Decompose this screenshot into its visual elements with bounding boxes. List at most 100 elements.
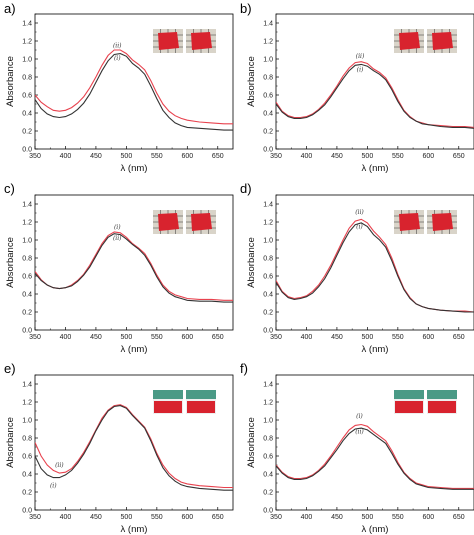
series-line-black [35, 405, 233, 491]
x-tick-label: 400 [301, 153, 313, 160]
panel-label: c) [4, 181, 15, 196]
y-tick-label: 0.6 [263, 92, 273, 99]
series-line-black [276, 63, 474, 129]
photo-red-film [432, 213, 453, 231]
photo-red-film [428, 401, 456, 413]
inset-photo [394, 390, 424, 414]
plot-frame [275, 194, 474, 331]
series-line-red [276, 423, 474, 489]
series-annotation: (i) [357, 67, 364, 74]
inset-photo [427, 210, 457, 234]
photo-ruler [153, 390, 183, 399]
photo-red-film [191, 32, 212, 50]
y-axis-title: Absorbance [246, 56, 257, 107]
series-annotation: (ii) [355, 429, 364, 436]
y-tick-label: 0.4 [263, 291, 273, 298]
y-tick-label: 1.4 [22, 381, 32, 388]
panel-label: a) [4, 1, 16, 16]
photo-red-film [432, 32, 453, 50]
y-axis-title: Absorbance [5, 417, 16, 468]
x-tick-label: 550 [151, 153, 163, 160]
y-tick-label: 0.4 [22, 110, 32, 117]
photo-red-film [158, 213, 179, 231]
plot-frame [34, 194, 234, 331]
y-tick-label: 1.4 [22, 20, 32, 27]
x-tick-label: 650 [453, 153, 465, 160]
y-tick-label: 0.8 [263, 435, 273, 442]
x-tick-label: 550 [392, 334, 404, 341]
y-tick-label: 1.2 [263, 38, 273, 45]
x-tick-label: 400 [60, 153, 72, 160]
y-tick-label: 1.2 [263, 399, 273, 406]
chart-panel: b) 0.0 0.2 0.4 0.6 0.8 1.0 1.2 1.4 350 400 450 500 55… [240, 1, 474, 174]
photo-red-film [154, 401, 182, 413]
y-tick-label: 0.2 [263, 309, 273, 316]
photo-red-film [399, 32, 420, 50]
x-tick-label: 650 [212, 153, 224, 160]
chart-panel: f) 0.0 0.2 0.4 0.6 0.8 1.0 1.2 1.4 350 400 450 500 55… [240, 361, 474, 535]
chart-panel: d) 0.0 0.2 0.4 0.6 0.8 1.0 1.2 1.4 350 400 450 500 55… [240, 181, 474, 355]
x-tick-label: 550 [392, 153, 404, 160]
y-tick-label: 1.0 [263, 237, 273, 244]
y-tick-label: 1.0 [263, 56, 273, 63]
x-tick-label: 650 [453, 514, 465, 521]
x-tick-label: 600 [181, 514, 193, 521]
x-tick-label: 350 [270, 153, 282, 160]
inset-photo [153, 210, 183, 234]
photo-red-film [191, 213, 212, 231]
photo-red-film [187, 401, 215, 413]
y-tick-label: 0.8 [22, 435, 32, 442]
panel-label: f) [240, 361, 248, 376]
y-axis-title: Absorbance [246, 417, 257, 468]
x-tick-label: 650 [212, 334, 224, 341]
inset-photo [394, 29, 424, 53]
series-annotation: (ii) [355, 209, 364, 216]
x-tick-label: 450 [90, 153, 102, 160]
x-tick-label: 450 [331, 153, 343, 160]
y-tick-label: 0.2 [263, 489, 273, 496]
y-axis-title: Absorbance [5, 56, 16, 107]
panel-label: d) [240, 181, 252, 196]
photo-ruler [186, 390, 216, 399]
y-tick-label: 0.2 [22, 489, 32, 496]
y-tick-label: 0.0 [263, 327, 273, 334]
series-annotation: (ii) [113, 235, 122, 242]
series-annotation: (i) [356, 413, 363, 420]
x-axis-title: λ (nm) [121, 163, 148, 174]
x-axis-title: λ (nm) [362, 163, 389, 174]
x-axis-title: λ (nm) [362, 524, 389, 535]
chart-panel: e) 0.0 0.2 0.4 0.6 0.8 1.0 1.2 1.4 350 400 450 500 55… [4, 361, 234, 535]
y-tick-label: 0.0 [22, 507, 32, 514]
x-tick-label: 500 [121, 153, 133, 160]
inset-photo [153, 390, 183, 414]
x-tick-label: 350 [29, 153, 41, 160]
panel-label: e) [4, 361, 16, 376]
y-tick-label: 1.4 [22, 201, 32, 208]
series-line-black [276, 427, 474, 490]
x-tick-label: 450 [90, 334, 102, 341]
series-line-red [35, 404, 233, 489]
series-annotation: (i) [114, 224, 121, 231]
y-tick-label: 1.2 [263, 219, 273, 226]
inset-photo [394, 210, 424, 234]
chart-panel: c) 0.0 0.2 0.4 0.6 0.8 1.0 1.2 1.4 350 400 450 500 55… [4, 181, 234, 355]
y-tick-label: 0.4 [263, 471, 273, 478]
x-tick-label: 400 [301, 514, 313, 521]
y-tick-label: 1.0 [263, 417, 273, 424]
inset-photo [186, 210, 216, 234]
y-tick-label: 0.6 [22, 273, 32, 280]
inset-photo [427, 29, 457, 53]
series-annotation: (i) [114, 55, 121, 62]
y-tick-label: 0.2 [22, 309, 32, 316]
x-tick-label: 500 [362, 334, 374, 341]
x-axis-title: λ (nm) [362, 344, 389, 355]
series-annotation: (i) [356, 223, 363, 230]
x-tick-label: 550 [151, 334, 163, 341]
x-tick-label: 600 [181, 334, 193, 341]
y-tick-label: 0.8 [263, 255, 273, 262]
panel-label: b) [240, 1, 252, 16]
y-tick-label: 1.4 [263, 20, 273, 27]
inset-photo [427, 390, 457, 414]
y-tick-label: 1.0 [22, 56, 32, 63]
